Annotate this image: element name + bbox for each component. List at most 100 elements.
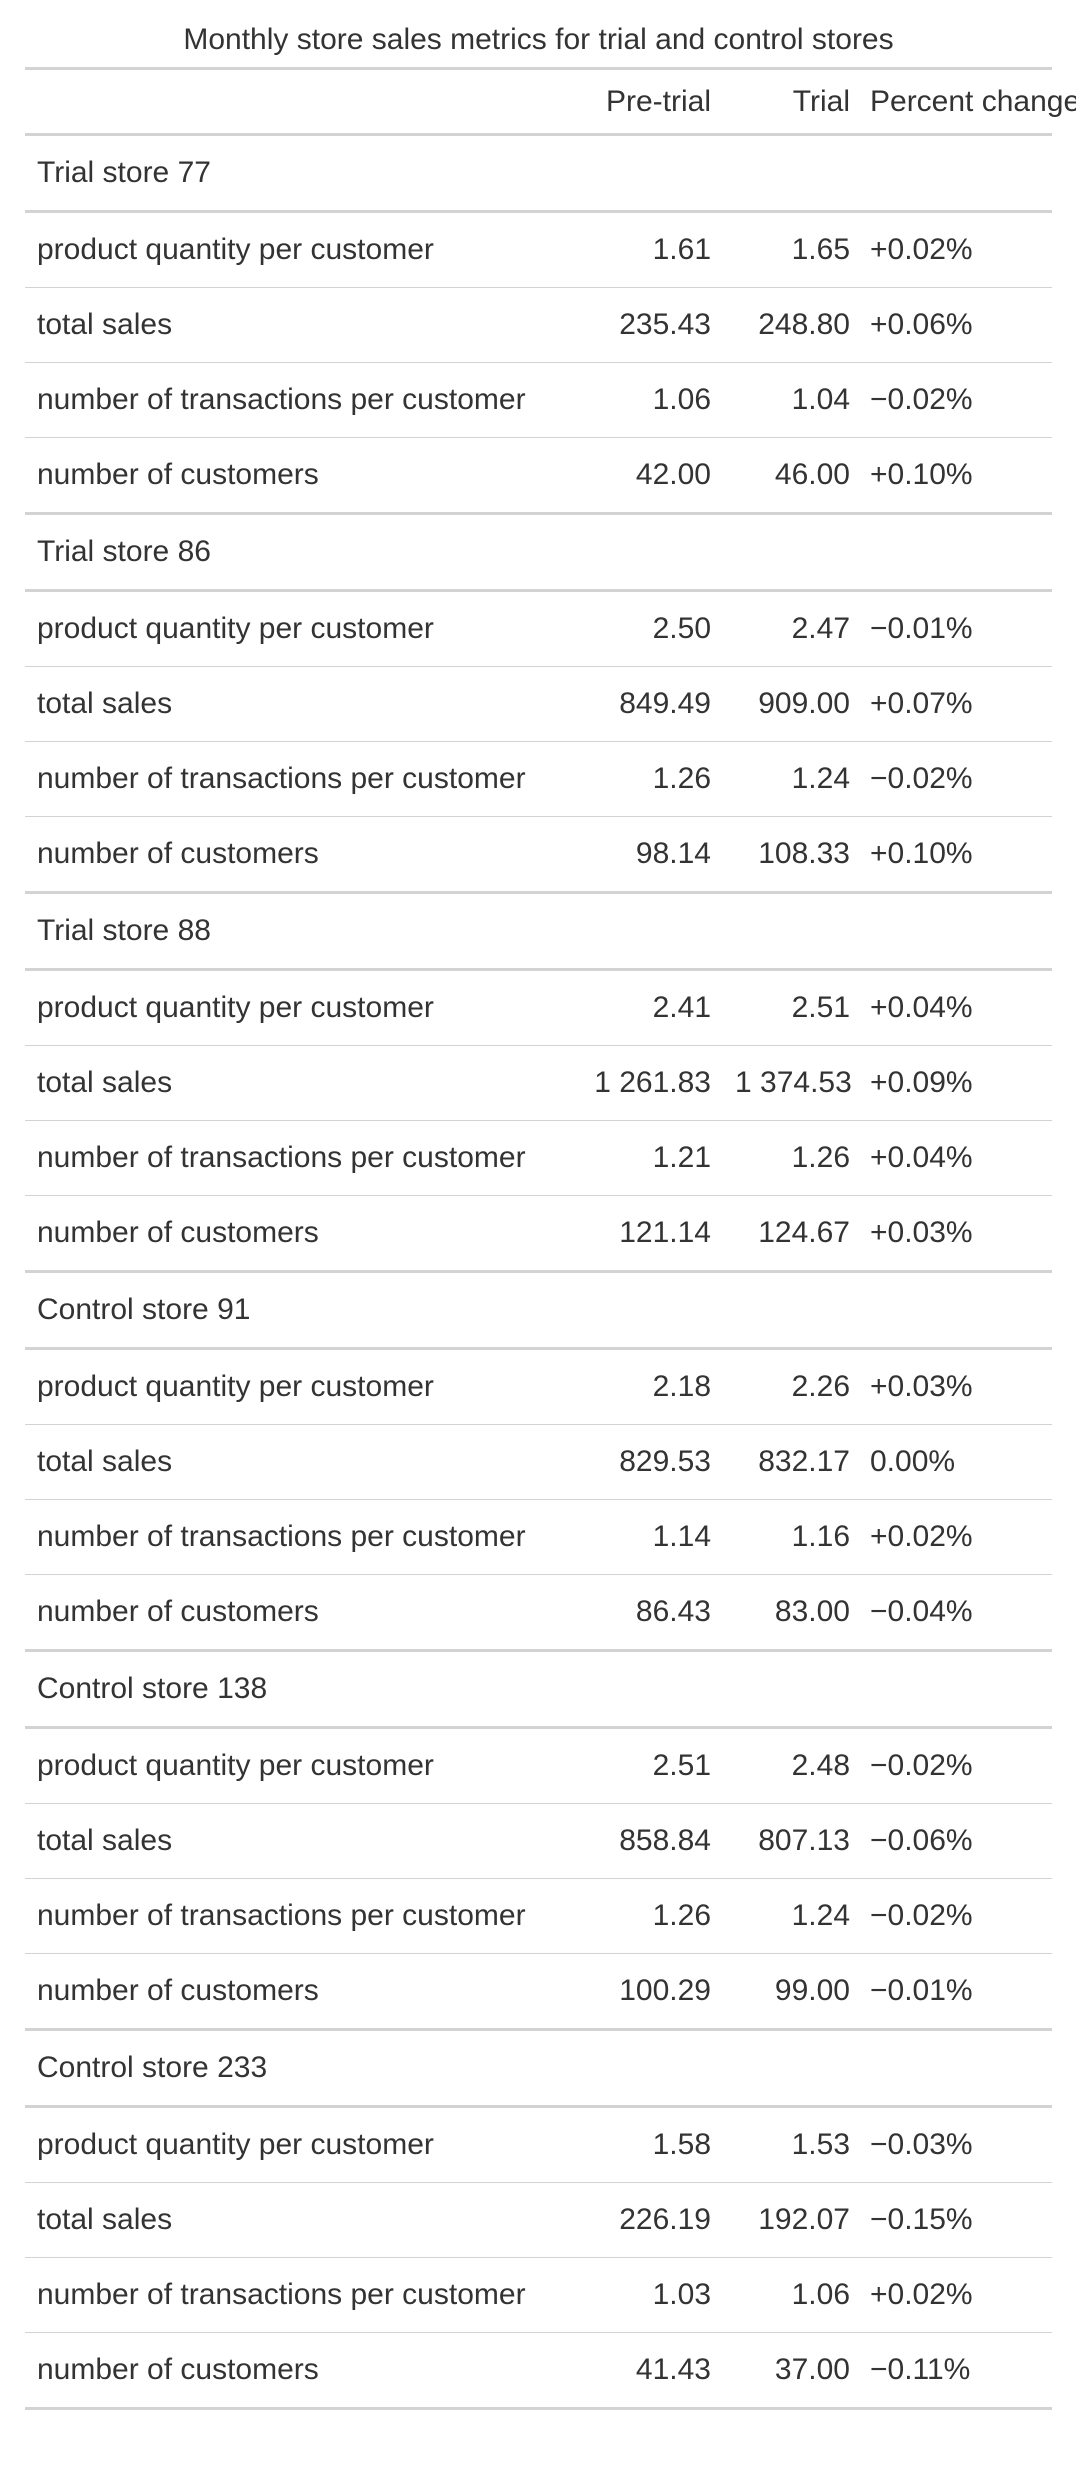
percent-change-value: +0.07% xyxy=(862,666,1052,742)
header-row: Pre-trial Trial Percent change xyxy=(25,70,1076,136)
trial-value: 1.06 xyxy=(723,2257,862,2333)
table-row: number of customers 86.43 83.00 −0.04% xyxy=(25,1574,1052,1652)
pre-trial-value: 829.53 xyxy=(571,1424,723,1500)
group-label: Trial store 86 xyxy=(25,513,1052,592)
table-row: number of transactions per customer 1.21 1… xyxy=(25,1120,1052,1196)
metric-name: total sales xyxy=(25,287,571,363)
pre-trial-value: 2.51 xyxy=(571,1727,723,1804)
percent-change-value: −0.02% xyxy=(862,741,1052,817)
trial-value: 1 374.53 xyxy=(723,1045,862,1121)
table-row: number of customers 121.14 124.67 +0.03% xyxy=(25,1195,1052,1273)
percent-change-value: +0.04% xyxy=(862,969,1052,1046)
sales-metrics-table: Pre-trial Trial Percent change Trial sto… xyxy=(25,70,1076,2410)
group-row: Control store 138 xyxy=(25,1650,1052,1729)
trial-value: 1.53 xyxy=(723,2106,862,2183)
percent-change-value: 0.00% xyxy=(862,1424,1052,1500)
table-row: total sales 858.84 807.13 −0.06% xyxy=(25,1803,1052,1879)
metric-name: total sales xyxy=(25,1424,571,1500)
pre-trial-value: 41.43 xyxy=(571,2332,723,2410)
pre-trial-value: 1.26 xyxy=(571,741,723,817)
table-row: product quantity per customer 2.50 2.47 −0.… xyxy=(25,590,1052,667)
percent-change-value: +0.09% xyxy=(862,1045,1052,1121)
metric-name: number of customers xyxy=(25,1574,571,1652)
group-row: Control store 91 xyxy=(25,1271,1052,1350)
table-header: Pre-trial Trial Percent change xyxy=(25,70,1076,136)
group-label: Control store 138 xyxy=(25,1650,1052,1729)
pre-trial-value: 1.61 xyxy=(571,211,723,288)
trial-value: 1.65 xyxy=(723,211,862,288)
metric-name: total sales xyxy=(25,2182,571,2258)
percent-change-value: −0.02% xyxy=(862,1878,1052,1954)
pre-trial-value: 1 261.83 xyxy=(571,1045,723,1121)
group-row: Trial store 77 xyxy=(25,134,1052,213)
metric-name: product quantity per customer xyxy=(25,590,571,667)
metric-name: number of customers xyxy=(25,816,571,894)
group-row: Trial store 88 xyxy=(25,892,1052,971)
sales-metrics-table-container: Monthly store sales metrics for trial an… xyxy=(25,0,1076,2410)
table-row: product quantity per customer 1.61 1.65 +0.… xyxy=(25,211,1052,288)
percent-change-value: −0.04% xyxy=(862,1574,1052,1652)
pre-trial-value: 100.29 xyxy=(571,1953,723,2031)
table-row: product quantity per customer 2.41 2.51 +0.… xyxy=(25,969,1052,1046)
percent-change-value: −0.01% xyxy=(862,1953,1052,2031)
header-label xyxy=(25,70,571,136)
trial-value: 192.07 xyxy=(723,2182,862,2258)
metric-name: number of customers xyxy=(25,1195,571,1273)
pre-trial-value: 1.58 xyxy=(571,2106,723,2183)
metric-name: product quantity per customer xyxy=(25,1727,571,1804)
trial-value: 2.48 xyxy=(723,1727,862,1804)
percent-change-value: +0.06% xyxy=(862,287,1052,363)
table-row: total sales 226.19 192.07 −0.15% xyxy=(25,2182,1052,2258)
table-row: number of transactions per customer 1.14 1… xyxy=(25,1499,1052,1575)
trial-value: 909.00 xyxy=(723,666,862,742)
group-label: Control store 91 xyxy=(25,1271,1052,1350)
group-row: Control store 233 xyxy=(25,2029,1052,2108)
pre-trial-value: 1.21 xyxy=(571,1120,723,1196)
metric-name: number of transactions per customer xyxy=(25,2257,571,2333)
group-label: Trial store 77 xyxy=(25,134,1052,213)
metric-name: number of transactions per customer xyxy=(25,741,571,817)
table-row: number of customers 98.14 108.33 +0.10% xyxy=(25,816,1052,894)
percent-change-value: +0.03% xyxy=(862,1195,1052,1273)
header-pre-trial: Pre-trial xyxy=(571,70,723,136)
trial-value: 2.26 xyxy=(723,1348,862,1425)
percent-change-value: +0.04% xyxy=(862,1120,1052,1196)
percent-change-value: +0.02% xyxy=(862,211,1052,288)
table-row: number of transactions per customer 1.03 1… xyxy=(25,2257,1052,2333)
table-row: total sales 849.49 909.00 +0.07% xyxy=(25,666,1052,742)
table-body: Trial store 77 product quantity per custo… xyxy=(25,134,1052,2410)
trial-value: 37.00 xyxy=(723,2332,862,2410)
metric-name: number of transactions per customer xyxy=(25,362,571,438)
trial-value: 807.13 xyxy=(723,1803,862,1879)
metric-name: number of customers xyxy=(25,437,571,515)
trial-value: 99.00 xyxy=(723,1953,862,2031)
metric-name: product quantity per customer xyxy=(25,969,571,1046)
table-row: total sales 235.43 248.80 +0.06% xyxy=(25,287,1052,363)
percent-change-value: −0.15% xyxy=(862,2182,1052,2258)
metric-name: product quantity per customer xyxy=(25,211,571,288)
metric-name: number of customers xyxy=(25,1953,571,2031)
trial-value: 46.00 xyxy=(723,437,862,515)
metric-name: total sales xyxy=(25,666,571,742)
pre-trial-value: 1.26 xyxy=(571,1878,723,1954)
metric-name: number of customers xyxy=(25,2332,571,2410)
percent-change-value: −0.02% xyxy=(862,1727,1052,1804)
percent-change-value: −0.02% xyxy=(862,362,1052,438)
pre-trial-value: 849.49 xyxy=(571,666,723,742)
group-label: Trial store 88 xyxy=(25,892,1052,971)
percent-change-value: −0.11% xyxy=(862,2332,1052,2410)
table-row: total sales 1 261.83 1 374.53 +0.09% xyxy=(25,1045,1052,1121)
percent-change-value: +0.10% xyxy=(862,437,1052,515)
table-row: number of customers 41.43 37.00 −0.11% xyxy=(25,2332,1052,2410)
percent-change-value: −0.06% xyxy=(862,1803,1052,1879)
trial-value: 832.17 xyxy=(723,1424,862,1500)
metric-name: total sales xyxy=(25,1803,571,1879)
trial-value: 1.26 xyxy=(723,1120,862,1196)
table-row: number of transactions per customer 1.06 1… xyxy=(25,362,1052,438)
pre-trial-value: 86.43 xyxy=(571,1574,723,1652)
trial-value: 2.47 xyxy=(723,590,862,667)
pre-trial-value: 2.41 xyxy=(571,969,723,1046)
table-row: product quantity per customer 1.58 1.53 −0.… xyxy=(25,2106,1052,2183)
trial-value: 108.33 xyxy=(723,816,862,894)
table-row: product quantity per customer 2.18 2.26 +0.… xyxy=(25,1348,1052,1425)
